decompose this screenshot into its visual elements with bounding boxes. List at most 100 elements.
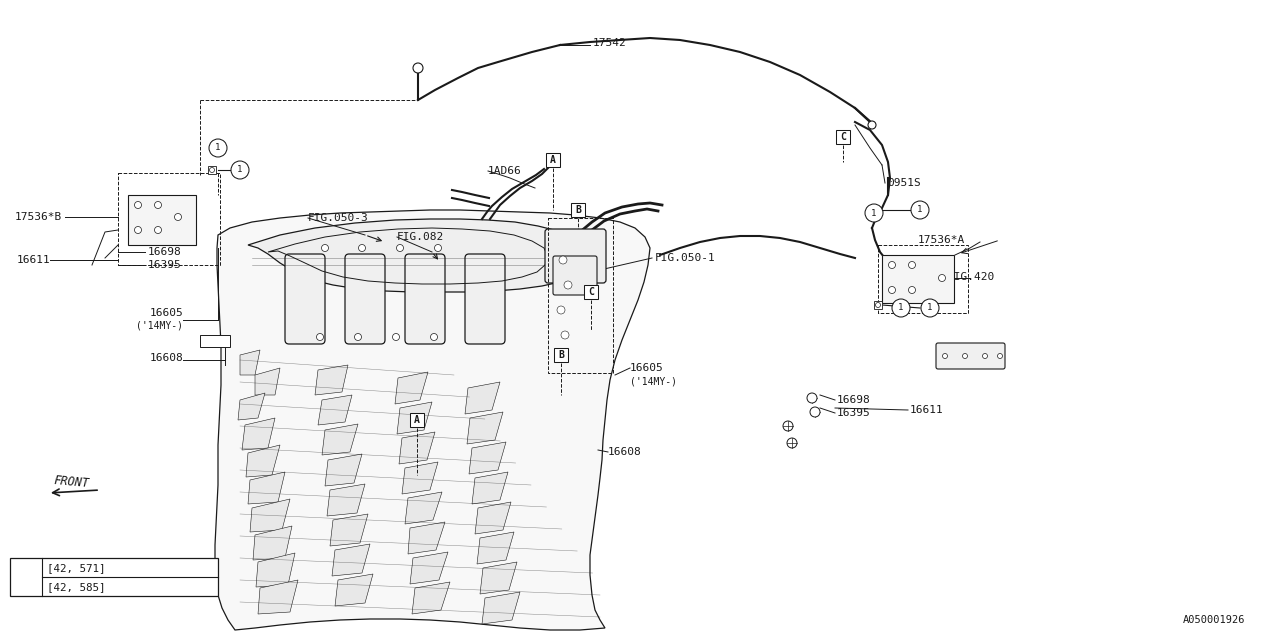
Circle shape xyxy=(174,214,182,221)
FancyBboxPatch shape xyxy=(346,254,385,344)
Polygon shape xyxy=(323,424,358,455)
Circle shape xyxy=(806,393,817,403)
Polygon shape xyxy=(472,472,508,504)
Circle shape xyxy=(783,421,794,431)
Text: 16698: 16698 xyxy=(837,395,870,405)
Circle shape xyxy=(134,227,142,234)
Polygon shape xyxy=(317,395,352,425)
Circle shape xyxy=(321,244,329,252)
Polygon shape xyxy=(248,472,285,504)
Polygon shape xyxy=(238,393,265,420)
Text: FRONT: FRONT xyxy=(54,474,91,490)
Bar xyxy=(584,285,598,299)
Bar xyxy=(554,348,568,362)
Polygon shape xyxy=(397,402,433,434)
Circle shape xyxy=(434,244,442,252)
Circle shape xyxy=(868,121,876,129)
Polygon shape xyxy=(248,219,582,292)
Polygon shape xyxy=(467,412,503,444)
FancyBboxPatch shape xyxy=(465,254,506,344)
Circle shape xyxy=(561,331,570,339)
Circle shape xyxy=(865,204,883,222)
Text: 1: 1 xyxy=(872,209,877,218)
Circle shape xyxy=(888,262,896,269)
Circle shape xyxy=(876,303,881,307)
Text: 0951S: 0951S xyxy=(887,178,920,188)
Text: FIG.050-1: FIG.050-1 xyxy=(655,253,716,263)
Polygon shape xyxy=(465,382,500,414)
Polygon shape xyxy=(396,372,428,404)
Text: 17536*B: 17536*B xyxy=(951,353,998,363)
Text: 1: 1 xyxy=(23,573,28,582)
Bar xyxy=(200,335,230,347)
Polygon shape xyxy=(215,210,650,630)
Bar xyxy=(410,413,424,427)
Text: 16608: 16608 xyxy=(150,353,183,363)
Text: 16605: 16605 xyxy=(630,363,664,373)
Text: 1: 1 xyxy=(237,166,243,175)
Polygon shape xyxy=(408,522,445,554)
Circle shape xyxy=(358,244,366,252)
Polygon shape xyxy=(332,544,370,576)
Text: ('14MY-): ('14MY-) xyxy=(136,321,183,331)
FancyBboxPatch shape xyxy=(545,229,605,283)
Bar xyxy=(571,203,585,217)
Text: FIG.050-3: FIG.050-3 xyxy=(308,213,369,223)
Bar xyxy=(547,153,561,167)
Circle shape xyxy=(155,227,161,234)
Polygon shape xyxy=(315,365,348,395)
Text: B: B xyxy=(558,350,564,360)
Circle shape xyxy=(397,244,403,252)
Polygon shape xyxy=(402,462,438,494)
Circle shape xyxy=(888,287,896,294)
Polygon shape xyxy=(330,514,369,546)
Text: B: B xyxy=(575,205,581,215)
Polygon shape xyxy=(325,454,362,486)
Text: [42, 571]: [42, 571] xyxy=(47,563,105,573)
Polygon shape xyxy=(335,574,372,606)
Polygon shape xyxy=(404,492,442,524)
Polygon shape xyxy=(259,580,298,614)
Polygon shape xyxy=(483,592,520,624)
Text: A: A xyxy=(413,415,420,425)
Circle shape xyxy=(559,256,567,264)
Bar xyxy=(207,166,216,174)
Polygon shape xyxy=(246,445,280,477)
Text: 17536*B: 17536*B xyxy=(15,212,61,222)
Text: 16611: 16611 xyxy=(17,255,50,265)
Text: FIG.082: FIG.082 xyxy=(397,232,444,242)
FancyBboxPatch shape xyxy=(936,343,1005,369)
Circle shape xyxy=(230,161,250,179)
Circle shape xyxy=(557,306,564,314)
Text: 16698: 16698 xyxy=(148,247,182,257)
FancyBboxPatch shape xyxy=(404,254,445,344)
Polygon shape xyxy=(326,484,365,516)
Polygon shape xyxy=(477,532,515,564)
Circle shape xyxy=(909,262,915,269)
Text: [42, 585]: [42, 585] xyxy=(47,582,105,592)
Polygon shape xyxy=(255,368,280,395)
Text: 17542: 17542 xyxy=(593,38,627,48)
Text: A: A xyxy=(550,155,556,165)
Polygon shape xyxy=(250,499,291,532)
Circle shape xyxy=(210,168,215,173)
Circle shape xyxy=(911,201,929,219)
Polygon shape xyxy=(410,552,448,584)
Circle shape xyxy=(938,275,946,282)
Polygon shape xyxy=(480,562,517,594)
Circle shape xyxy=(393,333,399,340)
Circle shape xyxy=(413,63,422,73)
Text: 17536*A: 17536*A xyxy=(918,235,965,245)
Text: 1: 1 xyxy=(215,143,220,152)
Text: 16395: 16395 xyxy=(837,408,870,418)
Bar xyxy=(548,218,613,373)
Bar xyxy=(10,558,218,596)
Text: 1AD66: 1AD66 xyxy=(488,166,522,176)
Circle shape xyxy=(892,299,910,317)
Circle shape xyxy=(922,299,940,317)
Bar xyxy=(128,195,196,245)
Bar xyxy=(870,206,879,214)
Polygon shape xyxy=(241,350,260,375)
Circle shape xyxy=(787,438,797,448)
Text: 1: 1 xyxy=(918,205,923,214)
